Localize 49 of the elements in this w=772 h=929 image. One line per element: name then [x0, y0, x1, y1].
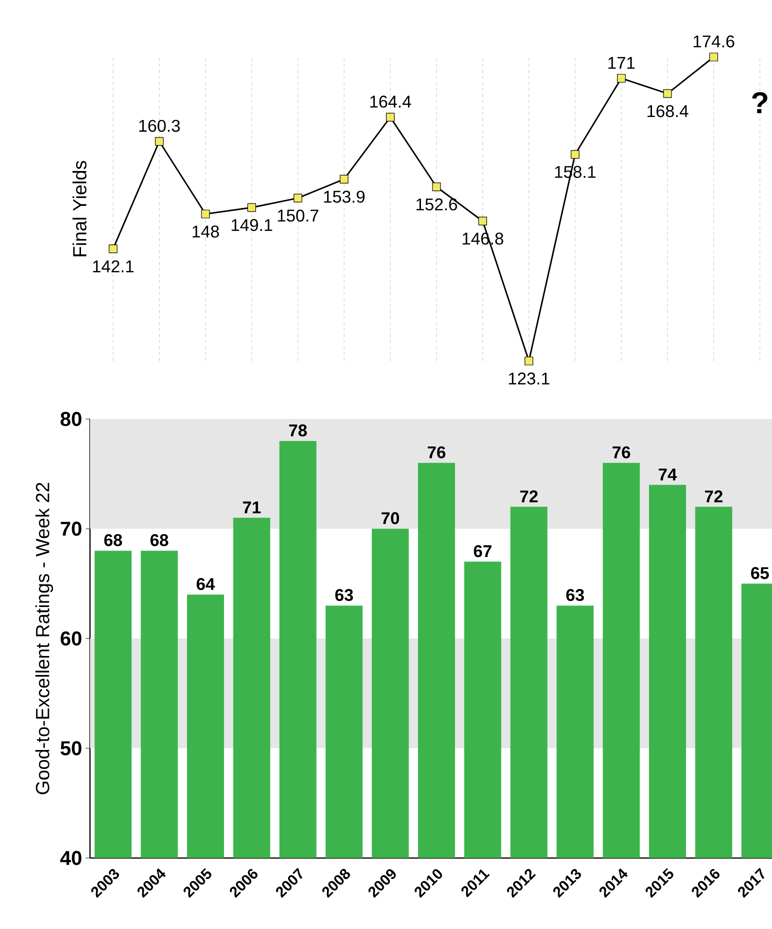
data-label: 149.1	[232, 219, 272, 232]
point	[294, 194, 302, 202]
data-label: 171	[608, 57, 635, 69]
data-label: 74	[658, 468, 677, 480]
point	[201, 210, 210, 218]
point	[617, 74, 626, 83]
data-label: 148	[192, 226, 219, 238]
data-label: 68	[150, 534, 168, 546]
data-label: 72	[704, 490, 722, 502]
data-label: 164.4	[370, 96, 412, 108]
point	[570, 150, 580, 159]
y-axis-title: Final Yields	[72, 160, 86, 256]
data-label: 78	[289, 424, 307, 436]
data-label: 123.1	[508, 372, 550, 385]
y-tick-label: 50	[60, 741, 82, 756]
point	[478, 216, 487, 226]
point	[108, 244, 118, 254]
point	[524, 356, 534, 366]
data-label: 152.6	[416, 198, 458, 210]
data-label: 76	[428, 446, 446, 458]
point	[340, 174, 348, 184]
y-tick-label: 70	[60, 522, 82, 536]
point	[709, 52, 718, 62]
annotation: ?	[752, 92, 768, 114]
data-label: 160.3	[139, 120, 180, 132]
y-tick-label: 60	[60, 631, 82, 646]
data-label: 65	[751, 567, 769, 580]
data-label: 168.4	[648, 105, 688, 118]
data-label: 70	[382, 512, 400, 524]
data-label: 150.7	[278, 210, 318, 222]
point	[663, 89, 672, 98]
data-label: 76	[612, 446, 630, 458]
y-axis-title: Good-to-Excellent Ratings - Week 22	[35, 482, 54, 794]
data-label: 63	[566, 588, 584, 602]
point	[247, 203, 256, 212]
data-label: 63	[335, 588, 353, 602]
y-tick-label: 80	[60, 412, 82, 426]
y-tick-label: 40	[60, 850, 82, 866]
point	[386, 112, 395, 122]
data-label: 68	[104, 534, 122, 546]
data-label: 174.6	[694, 35, 734, 48]
data-label: 71	[242, 502, 261, 514]
point	[432, 182, 441, 192]
data-label: 142.1	[93, 260, 134, 272]
data-label: 72	[520, 490, 538, 502]
point	[155, 137, 164, 146]
data-label: 64	[196, 578, 215, 590]
data-label: 153.9	[324, 190, 365, 203]
data-label: 67	[474, 545, 492, 558]
